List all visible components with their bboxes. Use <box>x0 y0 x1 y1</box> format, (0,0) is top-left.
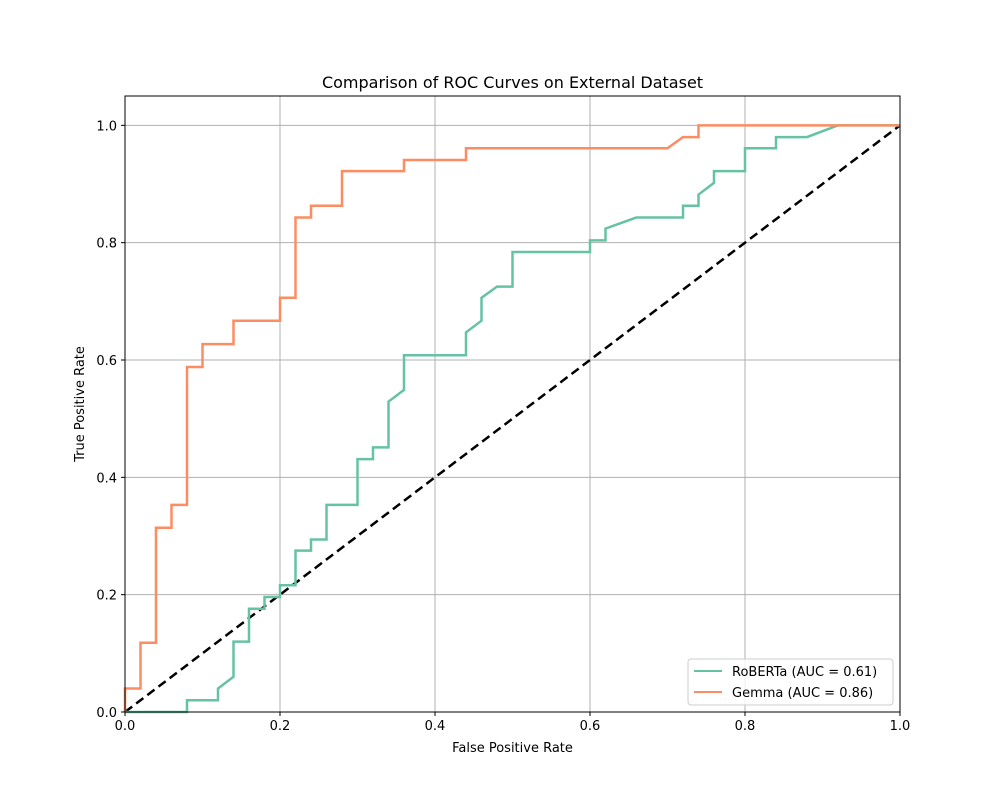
plot-frame <box>124 95 901 713</box>
grid-lines <box>124 96 901 713</box>
y-tick-label: 0.0 <box>96 706 117 721</box>
y-tick-label: 0.6 <box>96 354 117 369</box>
x-tick-label: 0.2 <box>270 719 291 734</box>
reference-line-layer <box>124 124 901 713</box>
legend-box <box>687 658 894 706</box>
legend-label-roberta: RoBERTa (AUC = 0.61) <box>732 665 877 680</box>
x-tick-label: 0.8 <box>735 719 756 734</box>
x-tick-label: 1.0 <box>890 719 911 734</box>
y-tick-label: 0.8 <box>96 237 117 252</box>
y-axis-ticks: 0.0 0.2 0.4 0.6 0.8 1.0 <box>96 119 125 721</box>
plot-area <box>125 96 900 712</box>
x-tick-label: 0.0 <box>115 719 136 734</box>
legend: RoBERTa (AUC = 0.61) Gemma (AUC = 0.86) <box>687 658 894 706</box>
y-tick-label: 0.2 <box>96 589 117 604</box>
chance-reference-line <box>124 124 901 713</box>
y-tick-label: 0.4 <box>96 471 117 486</box>
y-axis-label: True Positive Rate <box>73 346 88 463</box>
chart-title: Comparison of ROC Curves on External Dat… <box>322 73 703 92</box>
roc-curve-roberta <box>125 124 900 714</box>
x-axis-ticks: 0.0 0.2 0.4 0.6 0.8 1.0 <box>115 712 911 734</box>
x-tick-label: 0.6 <box>580 719 601 734</box>
x-axis-label: False Positive Rate <box>452 741 573 756</box>
y-tick-label: 1.0 <box>96 119 117 134</box>
legend-label-gemma: Gemma (AUC = 0.86) <box>732 686 873 701</box>
roc-curve-gemma <box>123 124 900 712</box>
series-layer <box>123 124 900 714</box>
x-tick-label: 0.4 <box>425 719 446 734</box>
